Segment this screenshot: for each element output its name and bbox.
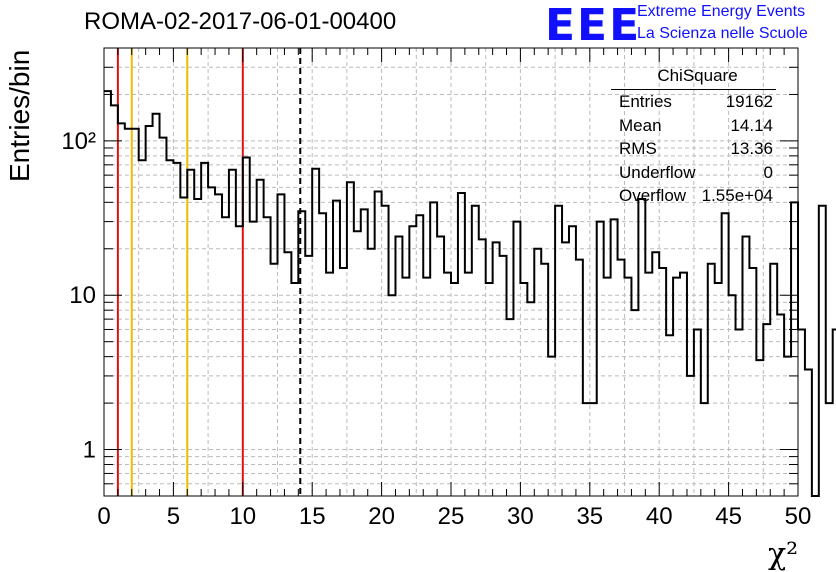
x-tick-label: 20 bbox=[368, 503, 395, 530]
stats-label: Overflow bbox=[619, 186, 687, 205]
x-tick-label: 15 bbox=[299, 503, 326, 530]
stats-title: ChiSquare bbox=[657, 66, 738, 85]
y-axis-label: Entries/bin bbox=[4, 49, 35, 182]
stats-label: RMS bbox=[619, 139, 657, 158]
stats-label: Underflow bbox=[619, 162, 696, 182]
logo-subtitle-line2: La Scienza nelle Scuole bbox=[637, 25, 808, 42]
x-tick-label: 25 bbox=[438, 503, 465, 530]
stats-row-underflow: Underflow 0 bbox=[611, 161, 776, 185]
logo-subtitle-line1: Extreme Energy Events bbox=[637, 3, 806, 20]
y-tick-label: 10 bbox=[69, 282, 96, 309]
stats-row-rms: RMS 13.36 bbox=[611, 137, 776, 161]
stats-label: Entries bbox=[619, 92, 672, 111]
stats-row-overflow: Overflow 1.55e+04 bbox=[611, 184, 776, 208]
x-tick-label: 10 bbox=[229, 503, 256, 530]
y-tick-label: 1 bbox=[83, 437, 96, 464]
stats-value: 13.36 bbox=[730, 139, 773, 158]
eee-logo: EEE bbox=[545, 0, 642, 51]
stats-row-mean: Mean 14.14 bbox=[611, 114, 776, 138]
x-axis-label: χ² bbox=[768, 537, 799, 572]
stats-value: 0 bbox=[763, 162, 773, 182]
x-tick-label: 40 bbox=[646, 503, 673, 530]
histogram-series bbox=[104, 90, 836, 497]
y-tick-label: 10² bbox=[61, 128, 96, 155]
x-tick-label: 50 bbox=[785, 503, 812, 530]
stats-value: 19162 bbox=[725, 92, 773, 111]
x-tick-label: 30 bbox=[507, 503, 534, 530]
x-tick-label: 45 bbox=[715, 503, 742, 530]
stats-box: ChiSquare Entries 19162 Mean 14.14 RMS 1… bbox=[611, 66, 776, 208]
x-tick-label: 5 bbox=[167, 503, 180, 530]
chart-title: ROMA-02-2017-06-01-00400 bbox=[84, 8, 397, 35]
stats-value: 14.14 bbox=[730, 115, 773, 135]
x-tick-label: 35 bbox=[576, 503, 603, 530]
stats-value: 1.55e+04 bbox=[701, 186, 773, 205]
x-tick-label: 0 bbox=[97, 503, 110, 530]
stats-label: Mean bbox=[619, 115, 662, 135]
stats-row-entries: Entries 19162 bbox=[611, 90, 776, 114]
stats-divider bbox=[611, 89, 776, 90]
